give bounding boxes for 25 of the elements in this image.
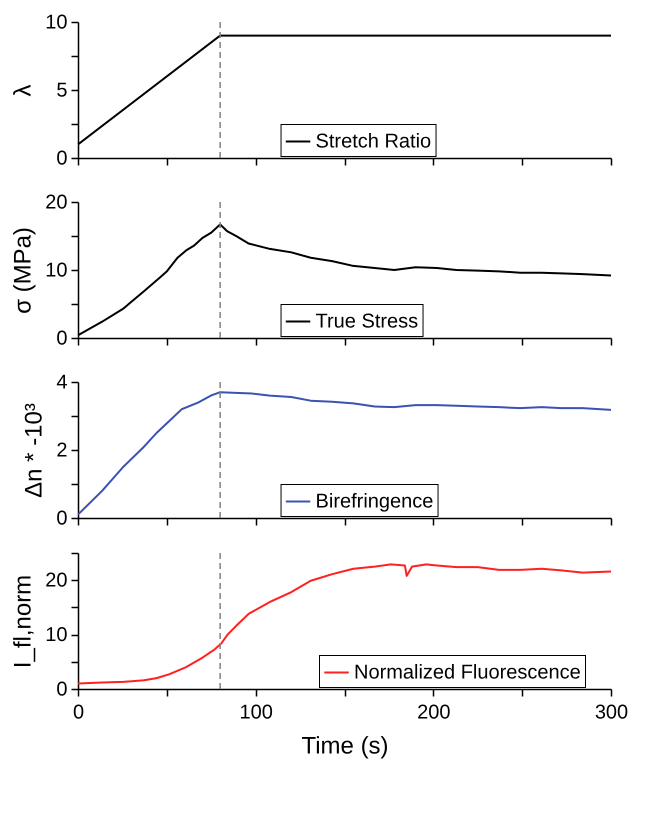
y-tick-label: 10: [45, 260, 68, 282]
y-axis-title: λ: [9, 84, 36, 96]
y-axis-title: σ (MPa): [9, 227, 36, 314]
y-tick-label: 0: [56, 328, 68, 350]
y-tick-label: 10: [45, 12, 68, 34]
x-tick-label: 200: [417, 702, 451, 724]
y-tick-label: 0: [56, 508, 68, 530]
legend-label: Normalized Fluorescence: [354, 662, 581, 684]
legend-label: Stretch Ratio: [316, 130, 432, 152]
y-tick-label: 0: [56, 148, 68, 170]
x-axis-title: Time (s): [301, 732, 389, 760]
y-tick-label: 0: [56, 678, 68, 700]
x-tick-label: 100: [239, 702, 273, 724]
y-tick-label: 2: [56, 440, 68, 462]
y-tick-label: 4: [56, 372, 68, 394]
y-tick-label: 10: [45, 624, 68, 646]
y-axis-title: Δn * -10³: [20, 403, 48, 498]
y-tick-label: 5: [56, 80, 68, 102]
legend-label: True Stress: [316, 310, 418, 332]
y-tick-label: 20: [45, 570, 68, 592]
x-tick-label: 300: [594, 702, 628, 724]
y-axis-title: I_fl,norm: [9, 574, 36, 668]
legend-label: Birefringence: [316, 490, 434, 512]
x-tick-label: 0: [72, 702, 84, 724]
y-tick-label: 20: [45, 192, 68, 214]
